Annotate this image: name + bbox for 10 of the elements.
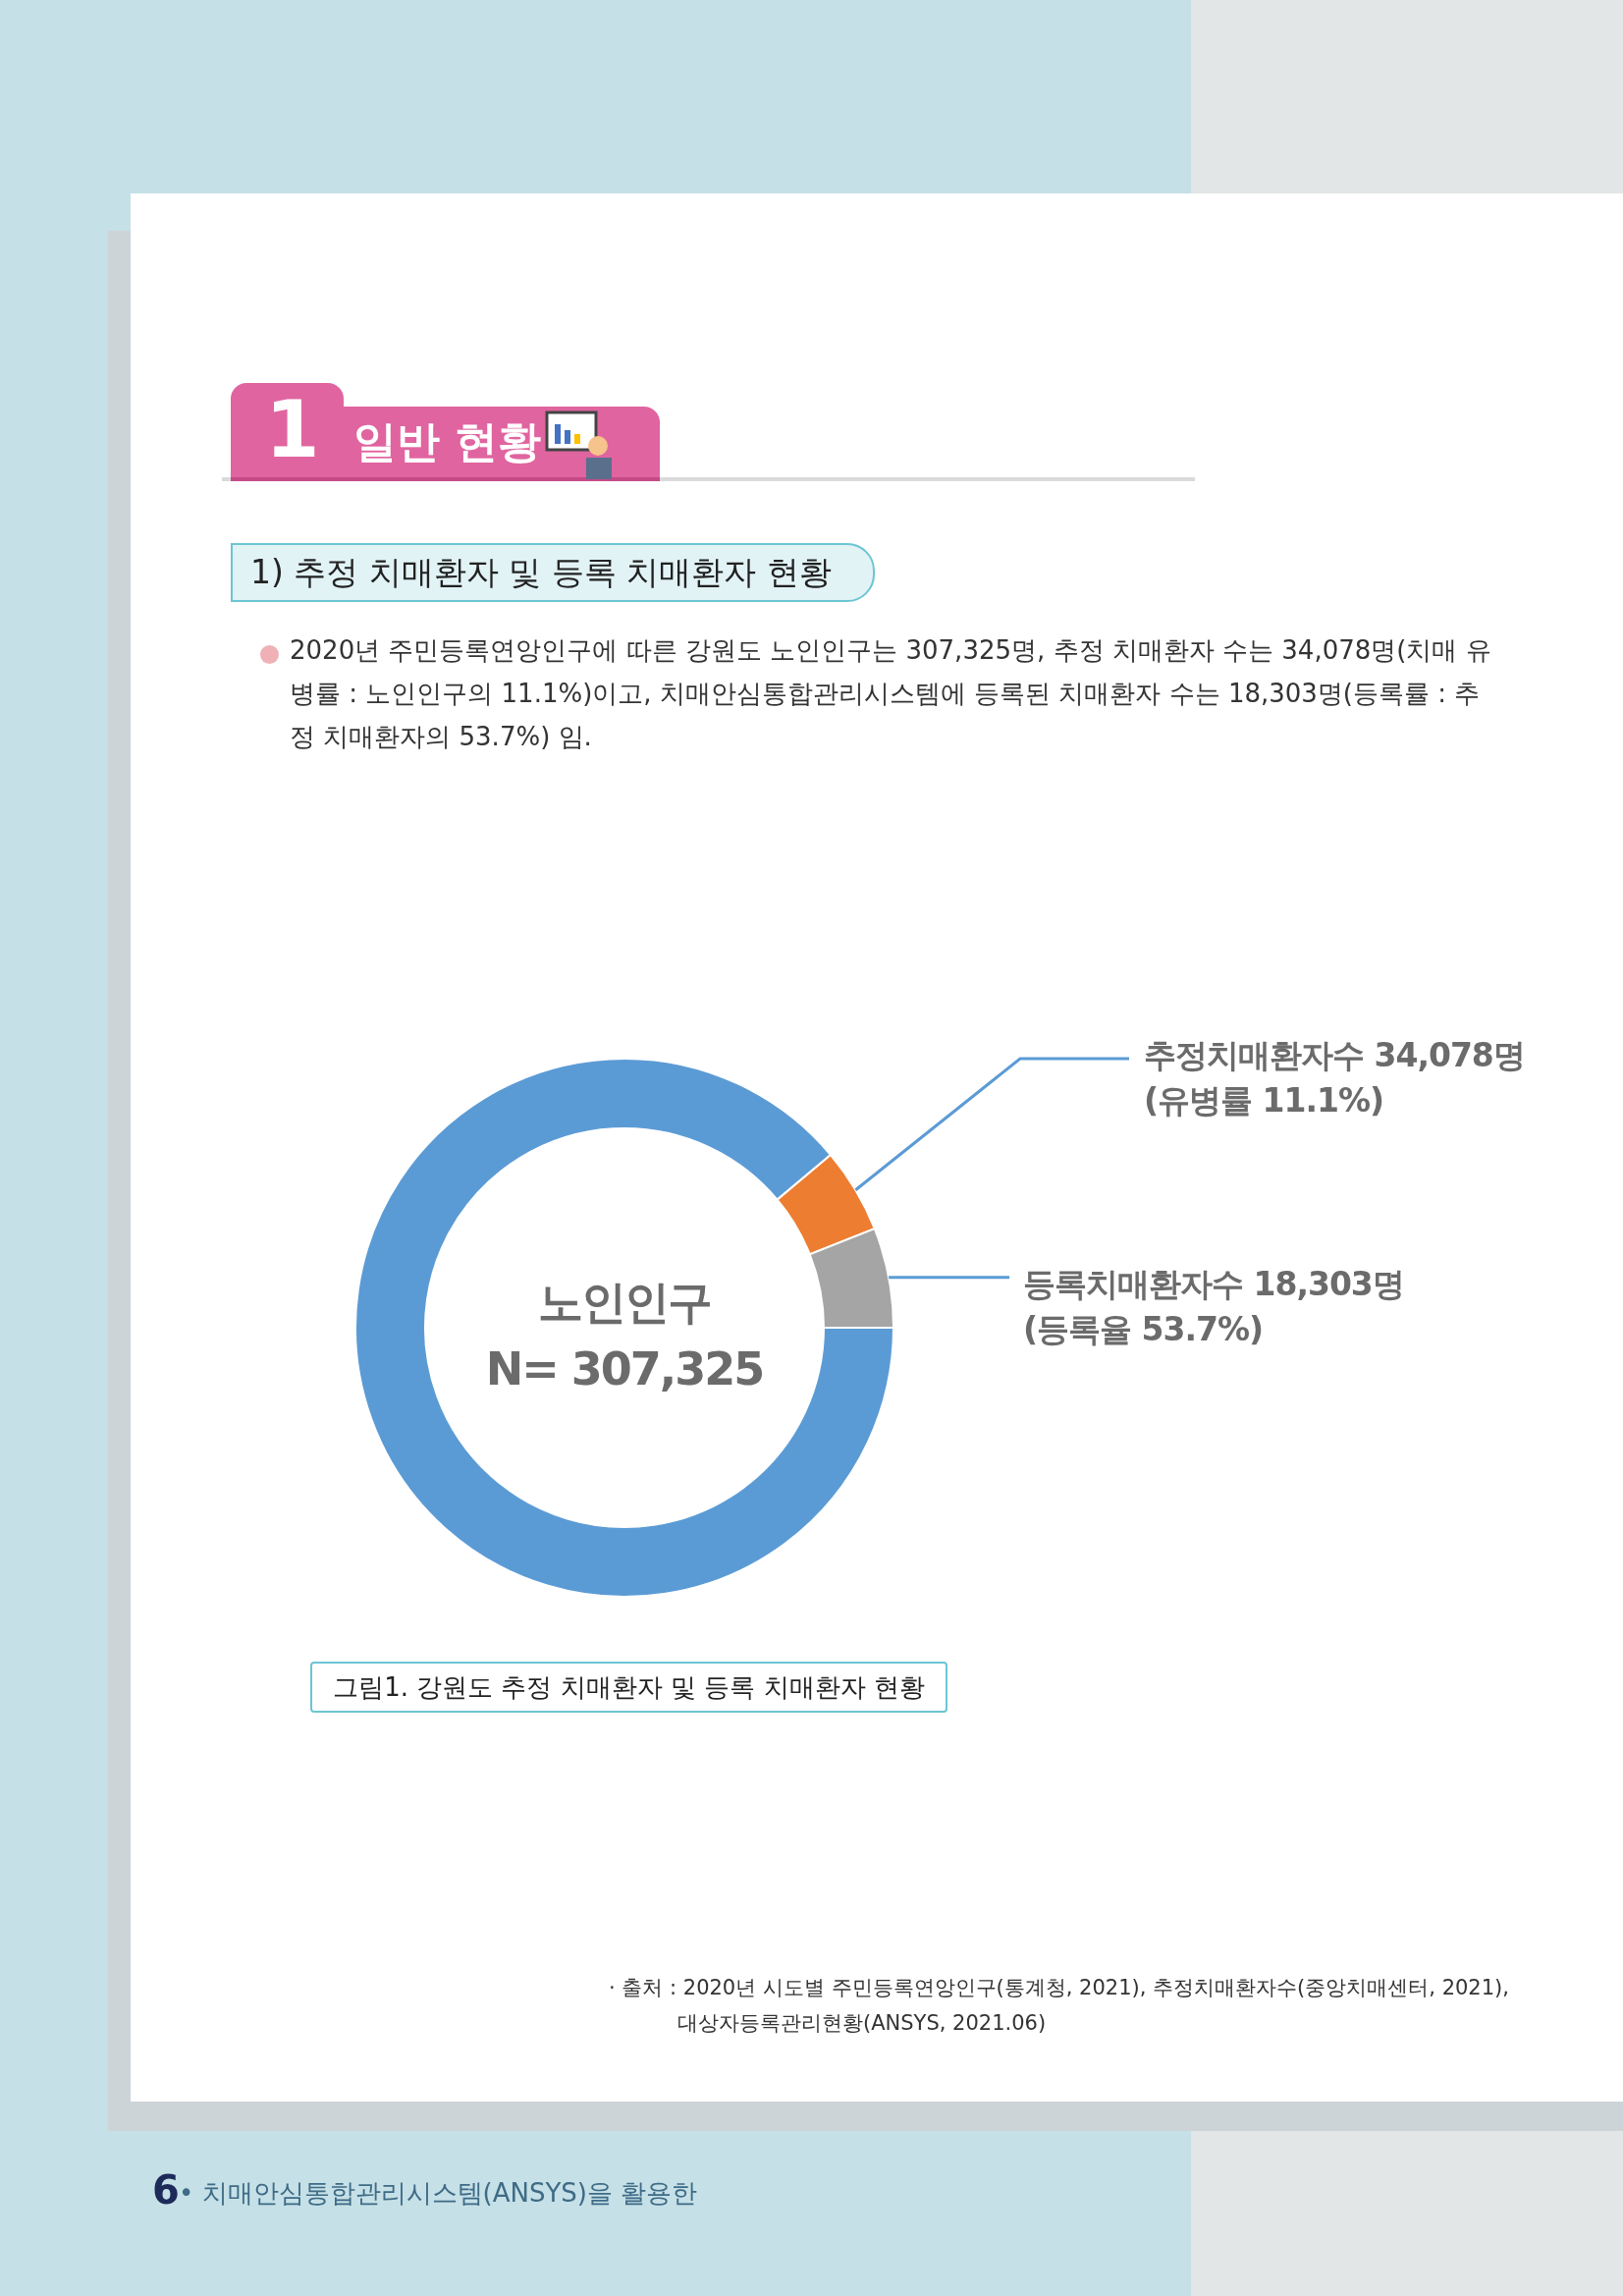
- text: 6: [152, 2166, 180, 2214]
- text: 노인인구 N= 307,325: [484, 1275, 765, 1397]
- text: 그림1. 강원도 추정 치매환자 및 등록 치매환자 현황: [310, 1662, 947, 1713]
- text: 2020년 주민등록연앙인구에 따른 강원도 노인인구는 307,325명, 추정 치매환자 수는 34,078명(치매 유병률 : 노인인구의 11.1%)이고, 치매안심통합관리시스템에 등록된 치매환자 수는 18,303명(등록률 : 추정 치매환자의 53.7%) 임.: [290, 634, 1492, 753]
- text: • 치매안심통합관리시스템(ANSYS)을 활용한: [179, 2177, 698, 2210]
- text: 1) 추정 치매환자 및 등록 치매환자 현황: [231, 543, 875, 602]
- text: 일반 현황: [353, 415, 542, 468]
- text: 등록치매환자수 18,303명 (등록율 53.7%): [1023, 1264, 1404, 1350]
- text: · 출처 : 2020년 시도별 주민등록연앙인구(통계청, 2021), 추정치매환자수(중앙치매센터, 2021), 대상자등록관리현황(ANSYS, 2021.06): [609, 1975, 1509, 2037]
- text: 추정치매환자수 34,078명 (유병률 11.1%): [1144, 1035, 1525, 1121]
